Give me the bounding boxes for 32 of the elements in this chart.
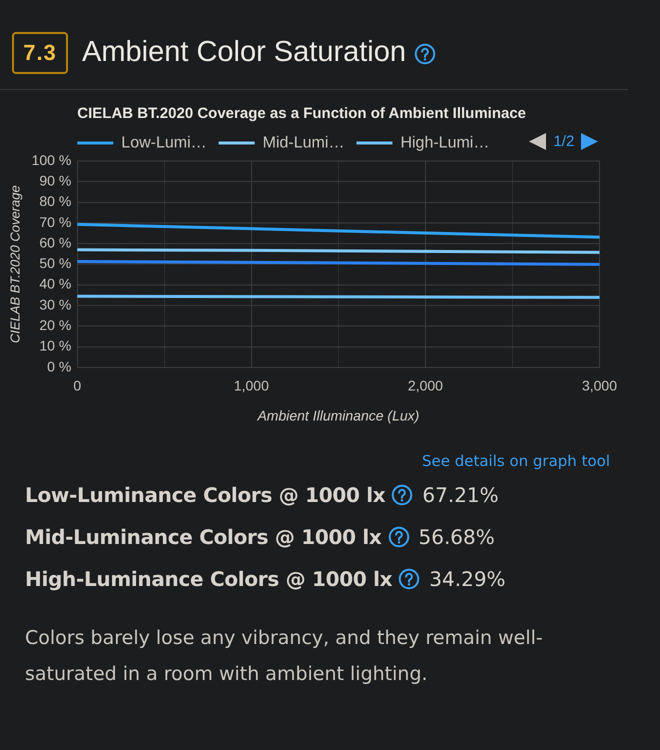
- legend-label: High-Lumi…: [400, 134, 490, 152]
- y-tick-label: 60 %: [39, 234, 72, 250]
- y-tick-label: 70 %: [39, 214, 72, 230]
- y-tick-label: 50 %: [39, 255, 72, 272]
- y-tick-label: 90 %: [39, 172, 72, 188]
- chart-subtitle: CIELAB BT.2020 Coverage as a Function of Ambient Illuminace: [77, 105, 526, 122]
- y-tick-label: 30 %: [39, 296, 72, 312]
- text: See details on graph tool: [422, 452, 610, 470]
- y-axis-title: CIELAB BT.2020 Coverage: [7, 185, 22, 344]
- text: Mid-Luminance Colors @ 1000 lx: [25, 525, 382, 549]
- text: 34.29%: [429, 567, 506, 591]
- y-tick-label: 80 %: [39, 193, 72, 210]
- x-tick-label: 3,000: [582, 378, 618, 394]
- chart-title: Ambient Color Saturation: [82, 36, 406, 69]
- legend-label: Low-Lumi…: [121, 134, 207, 152]
- x-tick-label: 1,000: [234, 378, 270, 394]
- text: Low-Luminance Colors @ 1000 lx: [25, 483, 386, 507]
- x-axis-title: Ambient Illuminance (Lux): [256, 407, 420, 424]
- y-tick-label: 10 %: [39, 338, 72, 354]
- text: 56.68%: [418, 525, 495, 549]
- x-tick-label: 0: [73, 378, 82, 394]
- y-tick-label: 100 %: [32, 152, 72, 168]
- y-tick-label: 0 %: [47, 358, 72, 374]
- text: 67.21%: [422, 483, 499, 507]
- y-tick-label: 40 %: [39, 276, 72, 292]
- text: 1/2: [553, 133, 574, 150]
- legend-label: Mid-Lumi…: [262, 134, 344, 152]
- x-tick-label: 2,000: [408, 378, 444, 394]
- text: High-Luminance Colors @ 1000 lx: [25, 567, 392, 591]
- y-tick-label: 20 %: [39, 316, 72, 333]
- text: 7.3: [12, 32, 68, 74]
- text: Colors barely lose any vibrancy, and they remain well-saturated in a room with ambient lighting.: [25, 626, 544, 687]
